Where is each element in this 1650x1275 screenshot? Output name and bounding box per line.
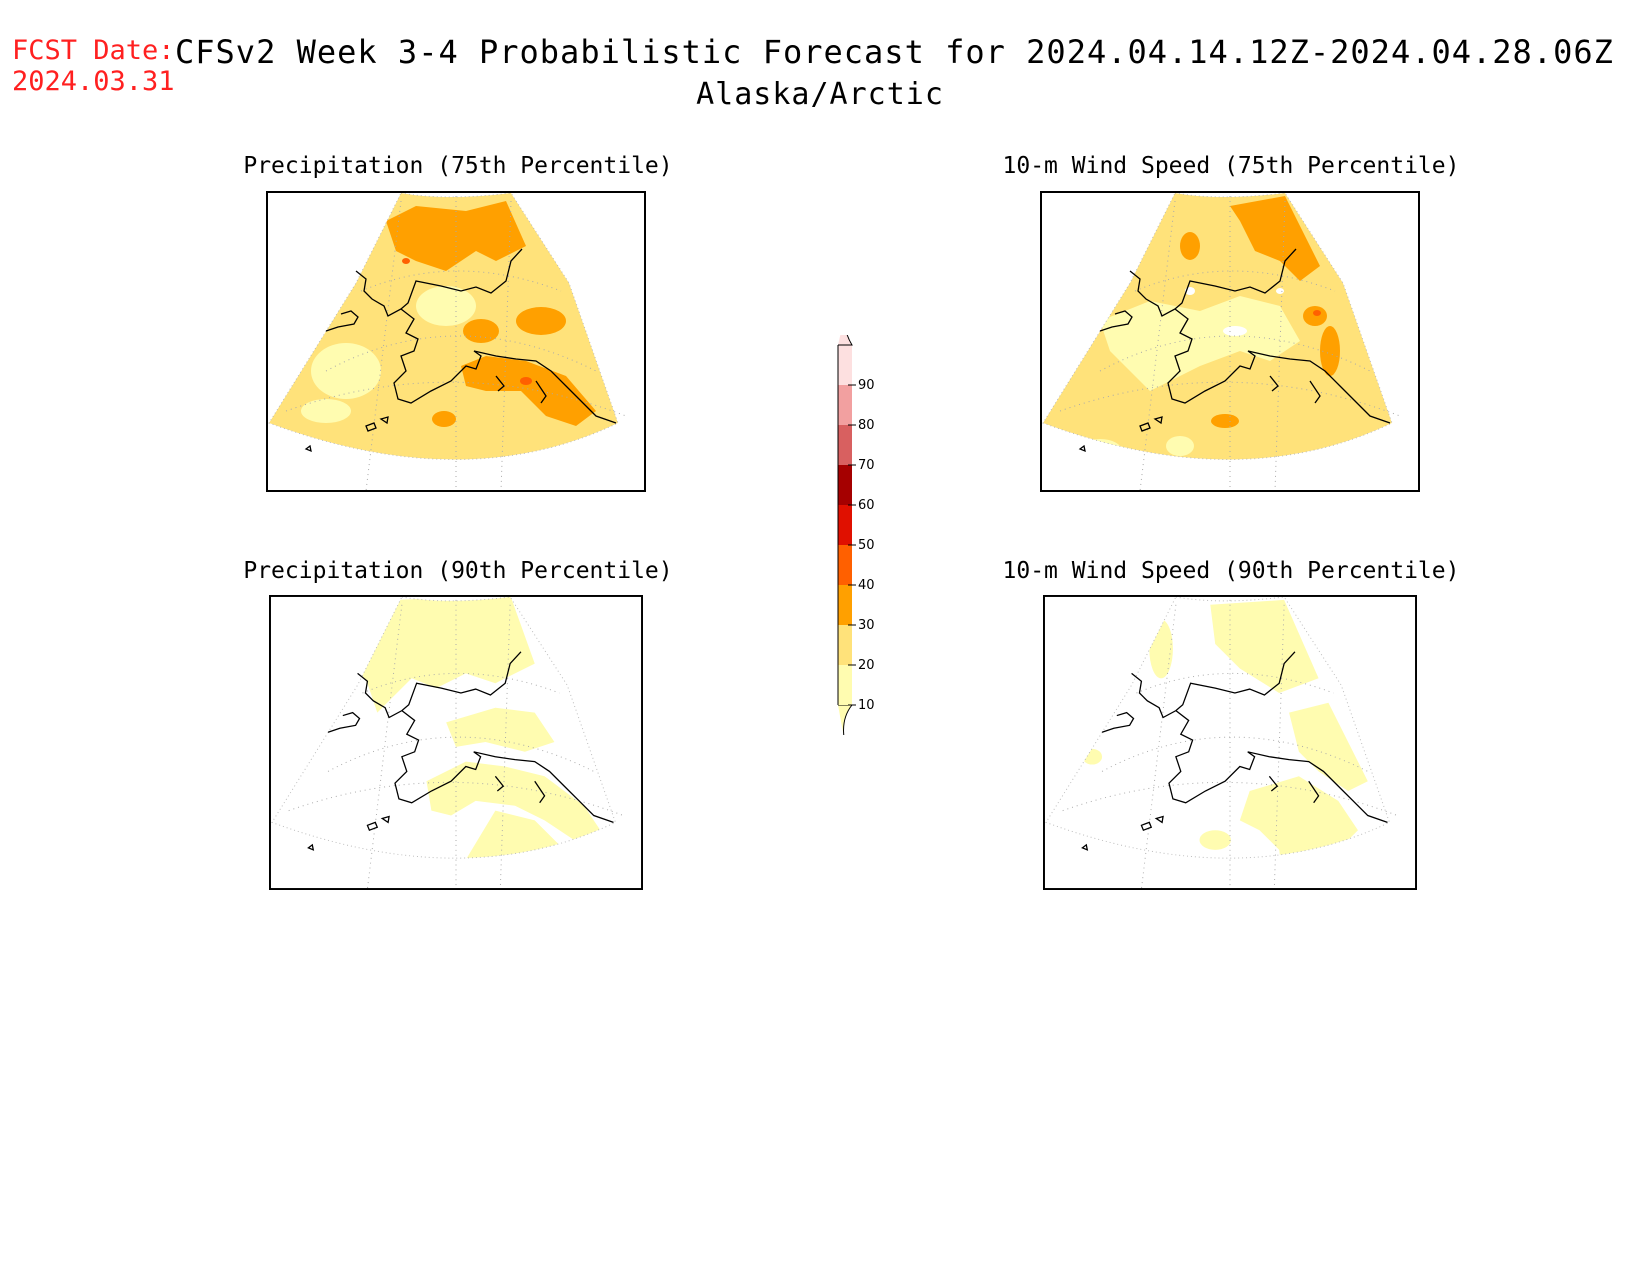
colorbar-segment: [838, 425, 852, 465]
page-title: CFSv2 Week 3-4 Probabilistic Forecast fo…: [175, 33, 1614, 71]
probability-area: [1210, 599, 1319, 694]
map-fill-layer: [269, 193, 618, 460]
colorbar-end-high: [838, 335, 853, 346]
map-fill-layer: [271, 596, 616, 859]
probability-area: [347, 596, 535, 713]
colorbar-tick-label: 70: [858, 458, 875, 473]
probability-area: [1303, 306, 1327, 326]
map-domain-outline: [268, 192, 619, 460]
lat-lon-grid: [285, 196, 627, 492]
probability-area: [461, 356, 596, 426]
colorbar-tick-label: 90: [858, 378, 875, 393]
lat-lon-grid: [1059, 196, 1401, 492]
colorbar-tick-label: 20: [858, 658, 875, 673]
lat-lon-grid: [288, 599, 624, 890]
map-precip-90: [269, 595, 643, 890]
forecast-date-value: 2024.03.31: [12, 66, 175, 97]
forecast-date-label: FCST Date:: [12, 35, 175, 66]
colorbar-tick-label: 30: [858, 618, 875, 633]
probability-area: [1082, 748, 1103, 765]
colorbar-segment: [838, 385, 852, 425]
alaska-coastline: [304, 248, 617, 453]
map-fill-layer: [1045, 596, 1390, 859]
map-frame: [1040, 191, 1420, 492]
probability-area: [1180, 232, 1200, 260]
alaska-coastline: [1078, 248, 1391, 453]
lat-lon-grid: [1062, 599, 1398, 890]
colorbar-segment: [838, 505, 852, 545]
map-precip-75: [266, 191, 646, 492]
probability-area: [516, 307, 566, 335]
probability-area: [1199, 830, 1231, 850]
probability-area: [1320, 326, 1340, 376]
map-domain-outline: [1045, 596, 1391, 859]
probability-area: [1239, 776, 1358, 859]
colorbar-segment: [838, 625, 852, 665]
probability-area: [446, 707, 555, 752]
probability-colorbar: 10 20 30 40 50 60 70 80 90: [837, 335, 875, 735]
colorbar-segment: [838, 345, 852, 385]
probability-area: [416, 286, 476, 326]
panel-title-precip-75: Precipitation (75th Percentile): [243, 153, 673, 179]
colorbar-segment: [838, 585, 852, 625]
panel-title-wind-90: 10-m Wind Speed (90th Percentile): [1002, 558, 1460, 584]
probability-area: [1313, 310, 1321, 316]
probability-area: [421, 810, 575, 859]
map-wind-75: [1040, 191, 1420, 492]
colorbar-tick-label: 10: [858, 698, 875, 713]
probability-area: [463, 319, 499, 343]
colorbar-tick-label: 60: [858, 498, 875, 513]
probability-area: [1100, 296, 1300, 391]
probability-area: [1276, 288, 1284, 294]
map-wind-90: [1043, 595, 1417, 890]
probability-area: [301, 399, 351, 423]
probability-area: [432, 411, 456, 427]
probability-area: [311, 343, 381, 399]
probability-area: [1298, 718, 1309, 727]
probability-area: [1166, 436, 1194, 456]
map-domain-outline: [1042, 192, 1393, 460]
map-fill-layer: [1043, 193, 1392, 460]
panel-title-wind-75: 10-m Wind Speed (75th Percentile): [1002, 153, 1460, 179]
probability-area: [402, 258, 410, 264]
panel-title-precip-90: Precipitation (90th Percentile): [243, 558, 673, 584]
colorbar-segment: [838, 465, 852, 505]
probability-area: [1230, 196, 1320, 281]
alaska-coastline: [1081, 651, 1388, 851]
probability-area: [1289, 702, 1368, 792]
probability-area: [1149, 619, 1173, 679]
colorbar-tick-label: 80: [858, 418, 875, 433]
colorbar-tick-label: 40: [858, 578, 875, 593]
colorbar-segment: [838, 665, 852, 705]
alaska-coastline: [307, 651, 614, 851]
probability-area: [1211, 414, 1239, 428]
colorbar-segment: [838, 545, 852, 585]
map-frame: [266, 191, 646, 492]
map-frame: [1043, 595, 1417, 890]
colorbar-tick-label: 50: [858, 538, 875, 553]
probability-area: [520, 377, 532, 385]
probability-area: [1223, 326, 1247, 336]
map-domain-outline: [271, 596, 617, 859]
probability-area: [426, 761, 604, 841]
region-title: Alaska/Arctic: [696, 77, 944, 112]
colorbar-end-low: [838, 704, 854, 735]
map-frame: [269, 595, 643, 890]
